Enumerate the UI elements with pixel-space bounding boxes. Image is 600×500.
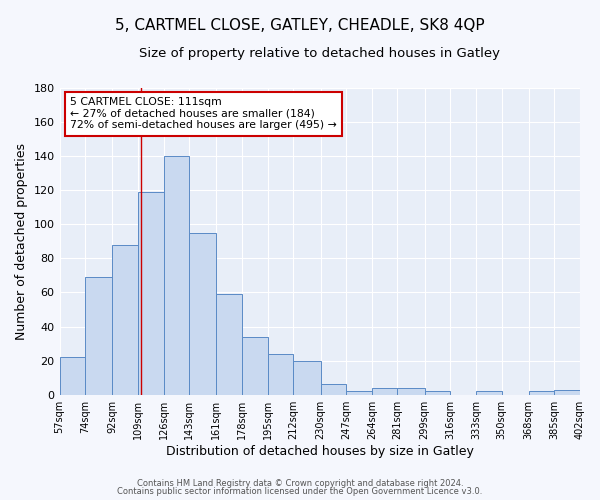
Text: Contains HM Land Registry data © Crown copyright and database right 2024.: Contains HM Land Registry data © Crown c… [137, 478, 463, 488]
Bar [59, 357, 85, 395]
Bar [320, 384, 346, 394]
Bar [372, 388, 397, 394]
Bar [476, 392, 502, 394]
Y-axis label: Number of detached properties: Number of detached properties [15, 143, 28, 340]
Bar [138, 192, 164, 394]
Bar [242, 337, 268, 394]
X-axis label: Distribution of detached houses by size in Gatley: Distribution of detached houses by size … [166, 444, 474, 458]
Bar [554, 390, 580, 394]
Title: Size of property relative to detached houses in Gatley: Size of property relative to detached ho… [139, 48, 500, 60]
Bar [293, 360, 320, 394]
Bar [268, 354, 293, 395]
Bar [425, 392, 450, 394]
Bar [529, 392, 554, 394]
Bar [189, 233, 217, 394]
Bar [112, 245, 138, 394]
Bar [85, 277, 112, 394]
Text: 5, CARTMEL CLOSE, GATLEY, CHEADLE, SK8 4QP: 5, CARTMEL CLOSE, GATLEY, CHEADLE, SK8 4… [115, 18, 485, 32]
Bar [217, 294, 242, 394]
Text: 5 CARTMEL CLOSE: 111sqm
← 27% of detached houses are smaller (184)
72% of semi-d: 5 CARTMEL CLOSE: 111sqm ← 27% of detache… [70, 98, 337, 130]
Bar [164, 156, 189, 394]
Bar [346, 392, 372, 394]
Text: Contains public sector information licensed under the Open Government Licence v3: Contains public sector information licen… [118, 487, 482, 496]
Bar [397, 388, 425, 394]
